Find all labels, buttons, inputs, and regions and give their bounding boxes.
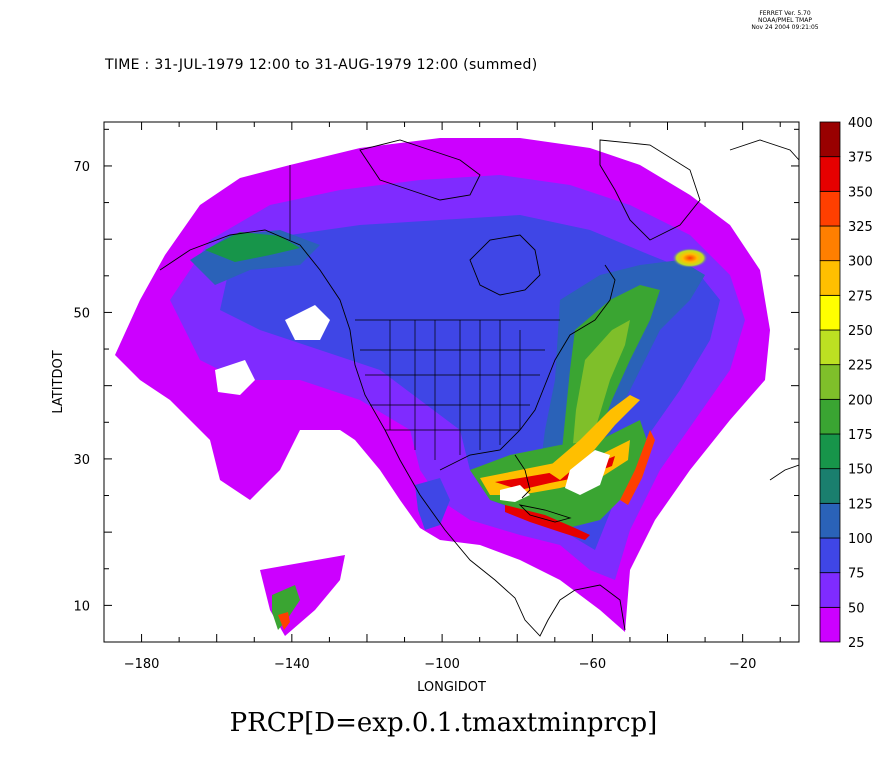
y-axis-title: LATITDOT	[51, 350, 66, 413]
x-tick-label: −140	[274, 657, 310, 672]
coastline-cuba	[518, 504, 572, 523]
stamp-line-date: Nov 24 2004 09:21:05	[751, 24, 819, 31]
dry-pocket-pacific-2	[285, 305, 330, 340]
colorbar-label: 400	[848, 116, 873, 131]
colorbar-swatch	[819, 156, 841, 192]
colorbar: 25 50 75 100 125 150 175 200 225 250 275 300 325 350 3…	[819, 116, 873, 651]
colorbar-swatch	[819, 121, 841, 158]
x-axis-title: LONGIDOT	[417, 680, 486, 695]
field-level-350-atlantic-streak	[620, 430, 655, 505]
x-tick-label: −60	[579, 657, 606, 672]
colorbar-swatch	[819, 468, 841, 504]
coastline-arctic-islands	[359, 139, 481, 201]
colorbar-label: 375	[848, 151, 873, 166]
coastline-africa	[769, 464, 799, 481]
colorbar-label: 350	[848, 185, 873, 200]
field-level-150-alaska	[205, 232, 300, 262]
hotspot-north-atlantic	[672, 248, 708, 268]
colorbar-swatch	[819, 294, 841, 331]
field-patch-mexico	[415, 478, 450, 530]
colorbar-label: 275	[848, 289, 873, 304]
colorbar-label: 75	[848, 567, 865, 582]
coastline-europe	[729, 139, 799, 161]
stamp-line-version: FERRET Ver. 5.70	[759, 10, 811, 17]
coastlines	[159, 139, 799, 637]
stamp-line-org: NOAA/PMEL TMAP	[758, 17, 812, 24]
colorbar-swatch	[819, 225, 841, 262]
plot-frame	[103, 121, 800, 643]
colorbar-label: 175	[848, 428, 873, 443]
colorbar-label: 25	[848, 636, 865, 651]
colorbar-label: 150	[848, 463, 873, 478]
colorbar-label: 100	[848, 532, 873, 547]
colorbar-swatch	[819, 398, 841, 435]
colorbar-swatch	[819, 537, 841, 574]
x-tick-label: −20	[729, 657, 756, 672]
coastline-greenland	[599, 139, 701, 241]
colorbar-swatch	[819, 364, 841, 400]
ferret-stamp: FERRET Ver. 5.70 NOAA/PMEL TMAP Nov 24 2…	[725, 10, 845, 31]
y-tick-label: 30	[73, 453, 90, 468]
coastline-north-america	[159, 229, 626, 637]
colorbar-label: 250	[848, 324, 873, 339]
colorbar-label: 125	[848, 497, 873, 512]
colorbar-swatch	[819, 606, 841, 643]
plot-title: PRCP[D=exp.0.1.tmaxtminprcp]	[229, 708, 658, 738]
axis-ticks: −180 −140 −100 −60 −20 10 30 50 70 LONGIDOT LATITD…	[51, 122, 799, 695]
colorbar-swatch	[819, 190, 841, 227]
colorbar-label: 325	[848, 220, 873, 235]
x-tick-label: −100	[424, 657, 460, 672]
colorbar-swatch	[819, 329, 841, 366]
colorbar-swatch	[819, 260, 841, 296]
field-level-225-east	[572, 320, 630, 460]
colorbar-swatch	[819, 572, 841, 608]
field-level-300-atlantic-streak	[545, 395, 640, 480]
y-tick-label: 70	[73, 160, 90, 175]
field-patch-pacific-south-core	[272, 585, 300, 630]
field-patch-pacific-south-peak	[278, 612, 290, 630]
us-state-borders	[289, 165, 560, 460]
field-level-350-caribbean	[505, 505, 590, 540]
colorbar-label: 225	[848, 359, 873, 374]
y-tick-label: 10	[73, 599, 90, 614]
coastline-hudson	[469, 234, 541, 296]
colorbar-swatch	[819, 502, 841, 539]
dry-pocket-pacific-1	[215, 360, 255, 395]
colorbar-label: 50	[848, 601, 865, 616]
precip-field	[115, 138, 770, 636]
x-tick-label: −180	[124, 657, 160, 672]
time-range-label: TIME : 31-JUL-1979 12:00 to 31-AUG-1979 …	[105, 57, 538, 73]
y-tick-label: 50	[73, 306, 90, 321]
dry-pocket-1	[565, 450, 610, 495]
coastline-florida	[514, 454, 531, 499]
colorbar-swatch	[819, 433, 841, 470]
colorbar-label: 300	[848, 255, 873, 270]
colorbar-label: 200	[848, 393, 873, 408]
coastline-us-east	[439, 264, 616, 471]
